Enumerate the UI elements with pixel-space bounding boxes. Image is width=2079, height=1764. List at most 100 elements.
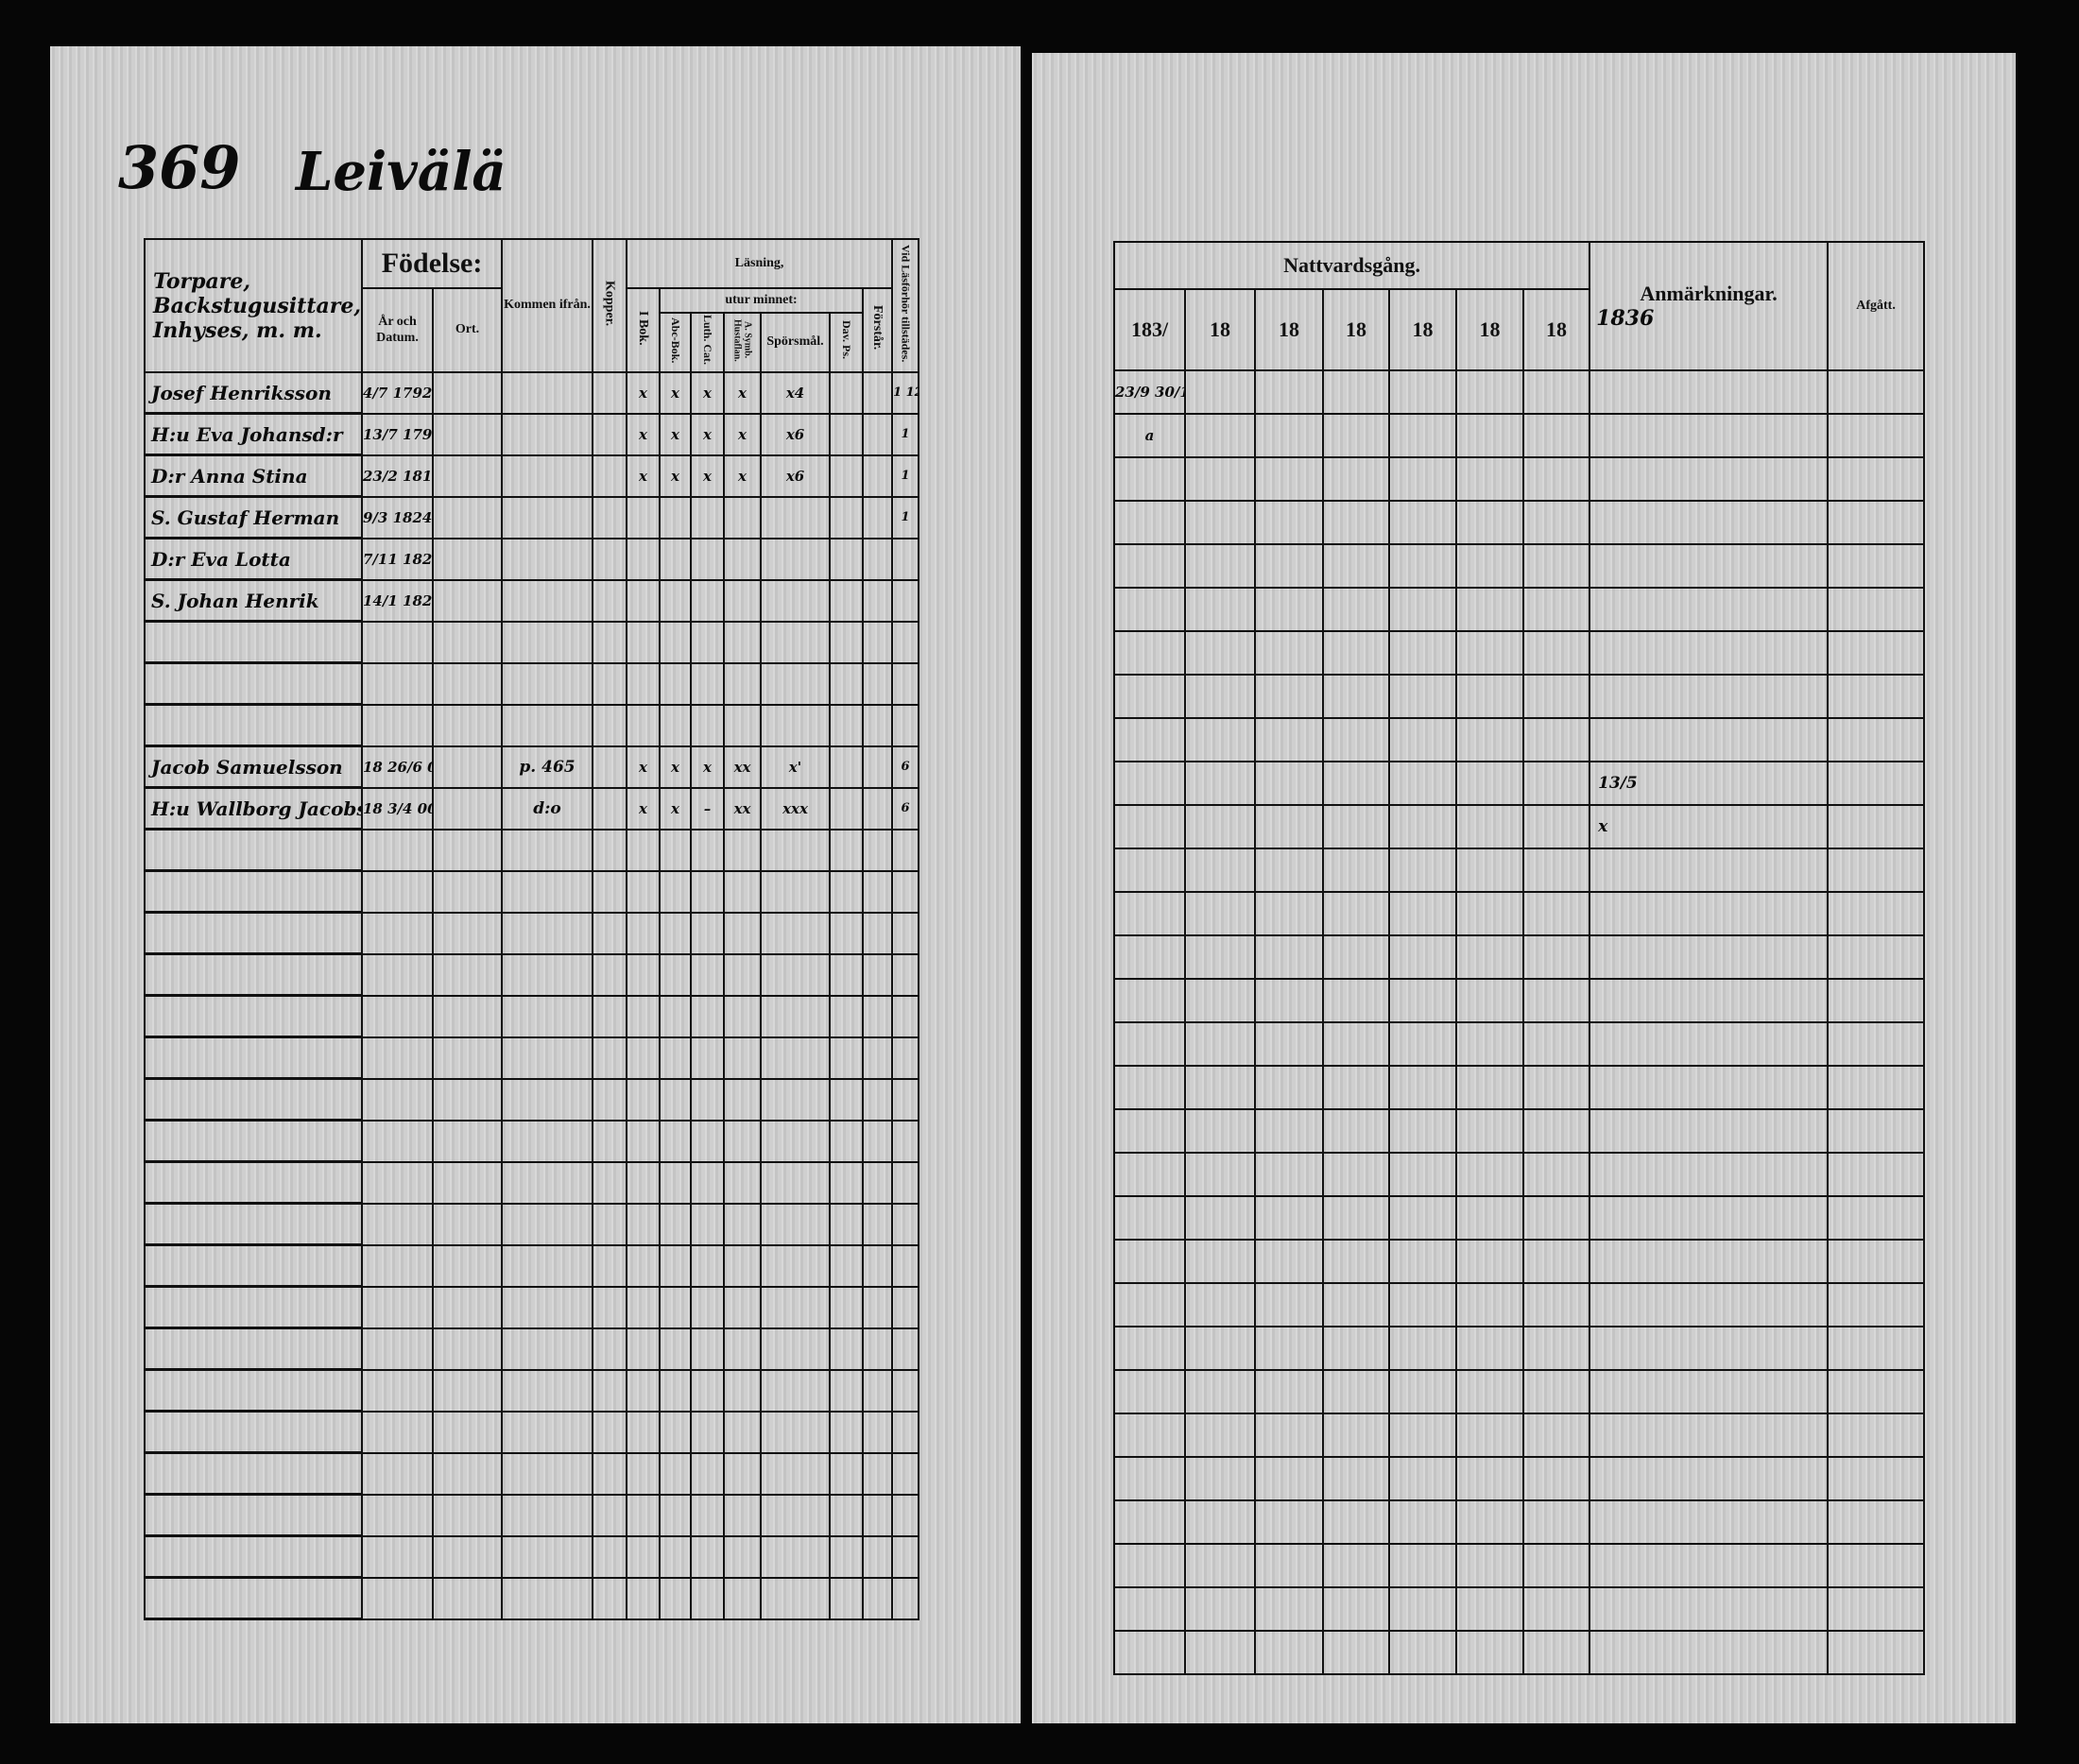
birth-date-cell: 4/7 1792	[361, 371, 434, 415]
lasning-mark-cell	[626, 1202, 662, 1246]
afgatt-cell	[1827, 413, 1926, 458]
lasning-mark-cell	[659, 1243, 693, 1288]
nattvard-cell	[1113, 1021, 1186, 1067]
lasning-mark-cell	[829, 1077, 865, 1122]
nattvard-cell	[1113, 587, 1186, 632]
birth-place-cell	[431, 1243, 504, 1288]
lasning-mark-cell	[829, 537, 865, 581]
birth-place-cell	[431, 1410, 504, 1454]
nattvard-cell	[1322, 630, 1390, 676]
table-row	[1113, 1413, 1926, 1458]
name-cell	[144, 1160, 363, 1205]
nattvard-cell	[1113, 500, 1186, 545]
kopper-cell	[592, 1243, 628, 1288]
lasning-mark-cell	[626, 1368, 662, 1413]
lasning-mark-cell	[829, 1493, 865, 1537]
lasning-mark-cell	[626, 1285, 662, 1329]
anmarkningar-cell	[1589, 1543, 1830, 1588]
person-name: D:r Eva Lotta	[151, 547, 291, 571]
nattvard-cell	[1254, 1239, 1324, 1284]
lasning-mark-cell	[690, 952, 726, 997]
kopper-cell	[592, 1327, 628, 1371]
kommen-cell	[501, 911, 594, 955]
lasning-mark-cell	[723, 1410, 763, 1454]
anmarkningar-cell	[1589, 978, 1830, 1023]
afgatt-cell	[1827, 1586, 1926, 1632]
lasning-mark-cell	[760, 1119, 832, 1163]
vid-lasforhor-cell	[891, 620, 920, 664]
afgatt-cell	[1827, 674, 1926, 719]
lasning-mark-cell	[626, 661, 662, 706]
lasning-mark-cell	[760, 537, 832, 581]
nattvard-cell	[1455, 1108, 1524, 1154]
lasning-mark-cell	[829, 1036, 865, 1080]
nattvard-cell	[1254, 1543, 1324, 1588]
kommen-cell	[501, 454, 594, 498]
nattvard-cell	[1184, 1282, 1256, 1327]
lasning-mark-cell	[760, 1036, 832, 1080]
lasning-mark-cell	[723, 1368, 763, 1413]
lasning-mark-cell	[626, 1410, 662, 1454]
lasning-mark-cell	[862, 1327, 894, 1371]
name-cell	[144, 869, 363, 914]
anmarkningar-cell	[1589, 1065, 1830, 1110]
nattvard-cell	[1254, 1630, 1324, 1675]
lasning-mark-cell	[723, 1243, 763, 1288]
header-sporsmal: Spörsmål.	[760, 312, 832, 373]
birth-date-cell	[361, 1451, 434, 1496]
kommen-cell	[501, 703, 594, 747]
kommen-cell	[501, 869, 594, 914]
nattvard-cell	[1455, 413, 1524, 458]
lasning-mark-cell	[690, 869, 726, 914]
anmarkningar-cell	[1589, 413, 1830, 458]
birth-place-cell	[431, 1576, 504, 1620]
table-row	[144, 1160, 920, 1205]
lasning-mark-cell	[760, 1160, 832, 1205]
nattvard-cell	[1322, 1369, 1390, 1414]
afgatt-cell	[1827, 456, 1926, 502]
lasning-mark-cell: x'	[760, 745, 832, 789]
nattvard-cell	[1388, 1239, 1457, 1284]
birth-date-cell	[361, 1285, 434, 1329]
birth-date-cell: 13/7 1795	[361, 412, 434, 456]
birth-date-cell	[361, 994, 434, 1038]
lasning-mark-cell	[829, 454, 865, 498]
birth-place-cell	[431, 1451, 504, 1496]
vid-lasforhor-cell	[891, 1368, 920, 1413]
lasning-mark-cell	[626, 911, 662, 955]
vid-lasforhor-cell: 1	[891, 454, 920, 498]
nattvard-cell	[1521, 1239, 1591, 1284]
lasning-mark-cell: x	[690, 454, 726, 498]
nattvard-cell	[1521, 848, 1591, 893]
lasning-mark-cell	[760, 1534, 832, 1579]
nattvard-cell	[1521, 1326, 1591, 1371]
header-asymb: A. Symb. Hustaflan.	[723, 312, 763, 373]
lasning-mark-cell	[690, 537, 726, 581]
nattvard-cell	[1521, 1108, 1591, 1154]
birth-date-cell: 9/3 1824	[361, 495, 434, 539]
kommen-cell	[501, 1243, 594, 1288]
header-vid-label: Vid Läsförhör tillstädes.	[899, 244, 913, 363]
header-forstar-label: Förstår.	[870, 305, 885, 351]
table-row	[1113, 717, 1926, 762]
nattvard-cell	[1254, 674, 1324, 719]
lasning-mark-cell	[760, 620, 832, 664]
name-cell	[144, 911, 363, 955]
nattvard-cell	[1113, 978, 1186, 1023]
lasning-mark-cell	[760, 661, 832, 706]
nattvard-cell	[1388, 1413, 1457, 1458]
nattvard-cell	[1184, 1630, 1256, 1675]
lasning-mark-cell	[723, 661, 763, 706]
lasning-mark-cell	[723, 994, 763, 1038]
lasning-mark-cell	[626, 1327, 662, 1371]
lasning-mark-cell	[690, 661, 726, 706]
lasning-mark-cell	[829, 620, 865, 664]
afgatt-cell	[1827, 500, 1926, 545]
nattvard-cell	[1322, 1065, 1390, 1110]
person-name: H:u Eva Johansd:r	[151, 422, 343, 446]
table-row	[144, 1451, 920, 1496]
